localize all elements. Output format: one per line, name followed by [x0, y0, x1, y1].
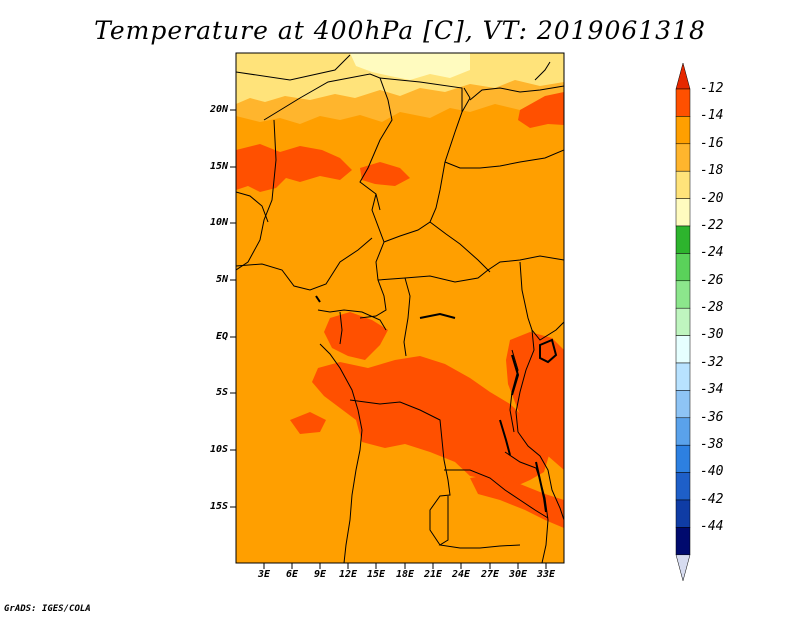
- warm-patch-southeast: [470, 474, 564, 528]
- warm-patch-northwest: [236, 144, 352, 192]
- colorbar-box-5: [675, 225, 691, 254]
- colorbar-box-9: [675, 335, 691, 364]
- country-borders: [236, 54, 564, 563]
- colorbar-box-8: [675, 307, 691, 336]
- x-tick-9e: 9E: [313, 569, 327, 580]
- lakes: [315, 295, 558, 513]
- x-tick-6e: 6E: [285, 569, 299, 580]
- warm-patch-coast: [290, 412, 326, 434]
- colorbar-label-m40: -40: [700, 464, 724, 479]
- colorbar-box-11: [675, 390, 691, 419]
- cream-core-north: [350, 53, 470, 80]
- warm-patch-east: [506, 332, 564, 470]
- warm-patch-central-north: [360, 162, 410, 186]
- grads-credit: GrADS: IGES/COLA: [4, 604, 91, 614]
- x-tick-15e: 15E: [366, 569, 386, 580]
- colorbar-label-m38: -38: [700, 437, 724, 452]
- colorbar-label-m26: -26: [700, 273, 724, 288]
- colorbar-box-1: [675, 116, 691, 145]
- colorbar-box-12: [675, 417, 691, 446]
- x-tick-27e: 27E: [480, 569, 500, 580]
- x-tick-12e: 12E: [338, 569, 358, 580]
- colorbar-tip-top: [675, 62, 691, 90]
- colorbar-box-3: [675, 170, 691, 199]
- map-frame: [235, 52, 565, 564]
- colorbar-box-16: [675, 527, 691, 556]
- map-title: Temperature at 400hPa [C], VT: 201906131…: [94, 16, 706, 45]
- colorbar-label-m42: -42: [700, 492, 724, 507]
- colorbar-label-m36: -36: [700, 410, 724, 425]
- x-tick-33e: 33E: [536, 569, 556, 580]
- colorbar-label-m34: -34: [700, 382, 724, 397]
- colorbar-box-13: [675, 444, 691, 473]
- colorbar-box-15: [675, 499, 691, 528]
- colorbar-box-2: [675, 143, 691, 172]
- warm-patch-northeast: [518, 92, 564, 128]
- x-tick-3e: 3E: [257, 569, 271, 580]
- colorbar-label-m12: -12: [700, 81, 724, 96]
- x-tick-24e: 24E: [451, 569, 471, 580]
- y-tick-5s: 5S: [215, 387, 228, 398]
- colorbar-box-14: [675, 472, 691, 501]
- colorbar-box-10: [675, 362, 691, 391]
- colorbar-box-6: [675, 253, 691, 282]
- yellow-band-north: [236, 53, 564, 104]
- y-tick-5n: 5N: [215, 274, 228, 285]
- colorbar-label-m24: -24: [700, 245, 724, 260]
- colorbar-box-0: [675, 88, 691, 117]
- y-tick-eq: EQ: [215, 331, 228, 342]
- y-tick-10s: 10S: [209, 444, 228, 455]
- colorbar-box-7: [675, 280, 691, 309]
- colorbar-label-m22: -22: [700, 218, 724, 233]
- colorbar-label-m32: -32: [700, 355, 724, 370]
- colorbar-label-m18: -18: [700, 163, 724, 178]
- colorbar-label-m14: -14: [700, 108, 724, 123]
- y-tick-10n: 10N: [209, 217, 228, 228]
- colorbar-box-4: [675, 198, 691, 227]
- x-tick-18e: 18E: [395, 569, 415, 580]
- x-tick-30e: 30E: [508, 569, 528, 580]
- colorbar: [675, 62, 691, 582]
- colorbar-label-m20: -20: [700, 191, 724, 206]
- colorbar-label-m44: -44: [700, 519, 724, 534]
- colorbar-label-m16: -16: [700, 136, 724, 151]
- x-tick-21e: 21E: [423, 569, 443, 580]
- y-tick-15n: 15N: [209, 161, 228, 172]
- colorbar-label-m30: -30: [700, 327, 724, 342]
- y-tick-15s: 15S: [209, 501, 228, 512]
- colorbar-label-m28: -28: [700, 300, 724, 315]
- colorbar-tip-bottom: [675, 554, 691, 582]
- warm-patch-equatorial: [324, 312, 388, 360]
- y-tick-20n: 20N: [209, 104, 228, 115]
- warm-patch-south-central: [312, 356, 550, 488]
